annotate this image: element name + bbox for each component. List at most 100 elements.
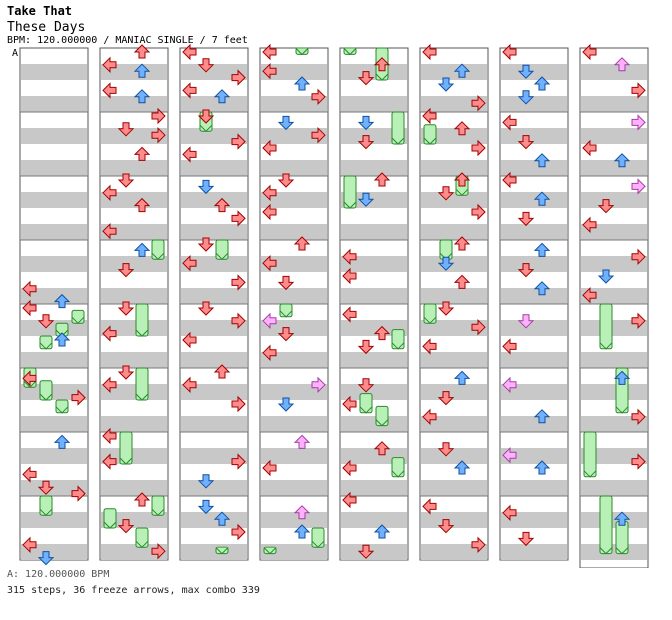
freeze-tail — [39, 393, 53, 401]
left-arrow — [342, 248, 357, 266]
freeze-tail — [119, 457, 133, 465]
right-arrow — [631, 312, 646, 330]
down-arrow — [437, 186, 455, 201]
down-arrow — [357, 115, 375, 131]
beat-stripe — [341, 544, 407, 560]
up-arrow — [373, 172, 391, 187]
beat-stripe — [421, 352, 487, 368]
beat-stripe — [181, 192, 247, 208]
down-arrow — [517, 211, 535, 227]
beat-stripe — [421, 160, 487, 176]
bpm-summary: A: 120.000000 BPM — [7, 569, 110, 580]
beat-stripe — [341, 128, 407, 144]
down-arrow — [277, 397, 295, 412]
beat-stripe — [21, 96, 87, 112]
left-arrow — [502, 446, 517, 464]
beat-stripe — [21, 416, 87, 432]
down-arrow — [277, 173, 295, 188]
down-arrow — [37, 480, 55, 495]
up-arrow — [293, 524, 311, 539]
up-arrow — [213, 89, 231, 104]
down-arrow — [517, 531, 535, 547]
up-arrow — [453, 172, 471, 187]
up-arrow — [613, 511, 631, 526]
left-arrow — [502, 43, 517, 61]
beat-stripe — [261, 96, 327, 112]
beat-stripe — [501, 448, 567, 464]
freeze-tail — [295, 48, 309, 56]
beat-stripe — [581, 544, 647, 560]
beat-stripe — [341, 512, 407, 528]
left-arrow — [22, 299, 37, 317]
beat-stripe — [581, 480, 647, 496]
beat-stripe — [21, 256, 87, 272]
up-arrow — [373, 57, 391, 72]
beat-stripe — [581, 320, 647, 336]
freeze-tail — [359, 406, 373, 414]
beat-stripe — [581, 288, 647, 304]
left-arrow — [182, 254, 197, 272]
left-arrow — [582, 286, 597, 304]
down-arrow — [437, 519, 455, 534]
beat-stripe — [21, 288, 87, 304]
beat-stripe — [341, 64, 407, 80]
freeze-tail — [391, 470, 405, 478]
beat-stripe — [181, 544, 247, 560]
down-arrow — [277, 327, 295, 342]
left-arrow — [102, 82, 117, 99]
beat-stripe — [341, 352, 407, 368]
beat-stripe — [261, 352, 327, 368]
beat-stripe — [101, 320, 167, 336]
beat-stripe — [341, 224, 407, 240]
beat-stripe — [501, 64, 567, 80]
beat-stripe — [421, 64, 487, 80]
left-arrow — [262, 459, 277, 477]
beat-stripe — [101, 480, 167, 496]
beat-stripe — [101, 160, 167, 176]
beat-stripe — [181, 288, 247, 304]
down-arrow — [517, 135, 535, 150]
freeze-tail — [151, 252, 165, 260]
beat-stripe — [341, 192, 407, 208]
freeze-tail — [599, 547, 613, 555]
up-arrow — [293, 76, 311, 91]
down-arrow — [117, 519, 135, 534]
freeze-tail — [151, 508, 165, 516]
right-arrow — [631, 408, 646, 426]
down-arrow — [117, 263, 135, 278]
beat-stripe — [181, 416, 247, 432]
beat-stripe — [581, 128, 647, 144]
right-arrow — [151, 542, 166, 560]
left-arrow — [502, 338, 517, 355]
chart-column — [259, 47, 329, 561]
beat-stripe — [101, 96, 167, 112]
artist-name: Take That — [7, 4, 73, 18]
right-arrow — [71, 389, 86, 406]
freeze-tail — [279, 310, 293, 318]
up-arrow — [453, 63, 471, 78]
freeze-tail — [135, 329, 149, 337]
beat-stripe — [101, 128, 167, 144]
down-arrow — [437, 256, 455, 271]
beat-stripe — [581, 160, 647, 176]
down-arrow — [197, 179, 215, 195]
chart-column — [499, 47, 569, 561]
freeze-tail — [423, 137, 437, 145]
up-arrow — [613, 153, 631, 168]
down-arrow — [197, 474, 215, 489]
beat-stripe — [261, 192, 327, 208]
up-arrow — [53, 293, 71, 309]
beat-stripe — [21, 64, 87, 80]
down-arrow — [37, 551, 55, 566]
beat-stripe — [21, 192, 87, 208]
beat-stripe — [421, 480, 487, 496]
up-arrow — [533, 242, 551, 257]
right-arrow — [231, 69, 246, 86]
right-arrow — [151, 126, 166, 144]
left-arrow — [582, 43, 597, 61]
right-arrow — [471, 94, 486, 112]
left-arrow — [102, 184, 117, 202]
down-arrow — [37, 314, 55, 329]
right-arrow — [231, 453, 246, 470]
down-arrow — [357, 71, 375, 86]
